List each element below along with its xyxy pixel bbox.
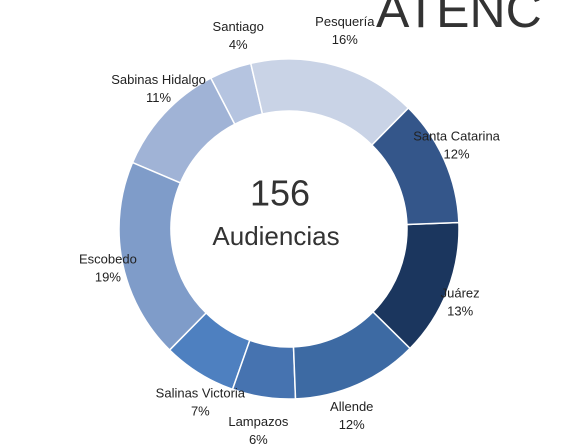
donut-segment <box>371 221 460 350</box>
donut-segment <box>168 311 251 391</box>
value-label: 6% <box>249 432 268 446</box>
value-label: 19% <box>95 269 121 284</box>
value-label: 7% <box>191 403 210 418</box>
value-label: 12% <box>444 147 470 162</box>
category-label: Sabinas Hidalgo <box>111 72 206 87</box>
donut-segment <box>249 58 410 147</box>
donut-segment <box>370 106 460 226</box>
chart-title: ATENC <box>376 0 542 38</box>
category-label: Allende <box>330 399 373 414</box>
category-label: Pesquería <box>315 14 375 29</box>
donut-segment <box>231 339 297 400</box>
donut-segment <box>131 77 236 184</box>
center-value: 156 <box>250 173 310 214</box>
category-label: Santa Catarina <box>413 129 500 144</box>
category-label: Juárez <box>441 286 480 301</box>
category-label: Salinas Victoria <box>156 385 246 400</box>
donut-segment <box>292 310 412 400</box>
category-label: Santiago <box>213 19 264 34</box>
value-label: 12% <box>339 417 365 432</box>
center-label: Audiencias <box>212 221 339 251</box>
value-label: 16% <box>332 32 358 47</box>
donut-segment <box>118 161 208 352</box>
value-label: 13% <box>447 304 473 319</box>
category-label: Escobedo <box>79 251 137 266</box>
category-label: Lampazos <box>228 414 288 429</box>
value-label: 11% <box>146 90 171 105</box>
value-label: 4% <box>229 37 248 52</box>
